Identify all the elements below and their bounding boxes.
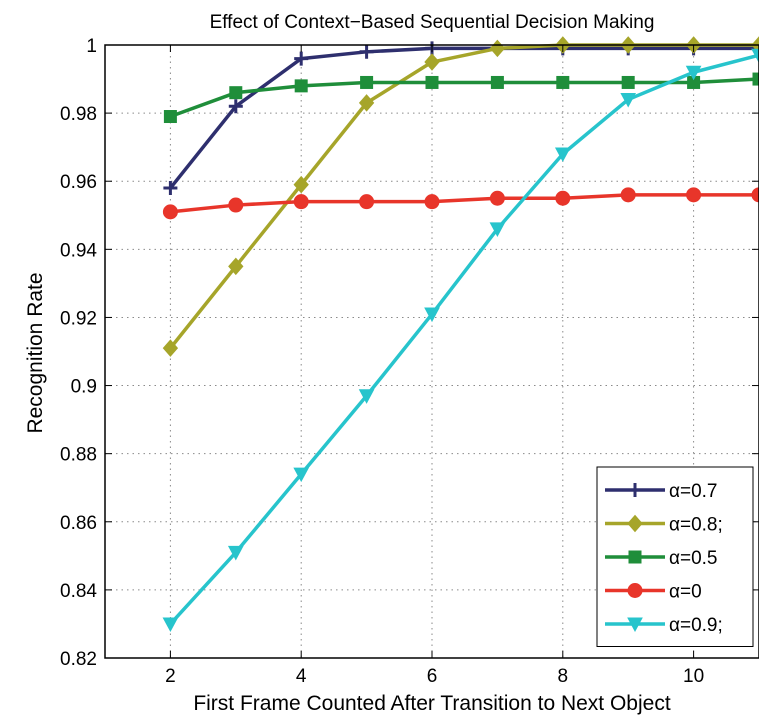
chart-title: Effect of Context−Based Sequential Decis… — [210, 12, 655, 33]
series-line — [169, 77, 759, 119]
data-point — [627, 583, 643, 598]
data-point — [162, 617, 179, 632]
x-tick-label: 10 — [683, 666, 704, 687]
legend: α=0.7 α=0.8; α=0.5 α=0 α=0.9; — [596, 466, 754, 647]
data-point — [686, 187, 702, 203]
data-point — [359, 44, 374, 59]
data-point — [360, 75, 374, 89]
series-4 — [162, 48, 759, 632]
y-tick-label: 0.98 — [60, 104, 97, 125]
y-axis-label: Recognition Rate — [24, 272, 47, 433]
data-point — [163, 181, 178, 196]
data-point — [424, 194, 440, 210]
series-3 — [162, 187, 759, 220]
x-tick-label: 8 — [558, 666, 569, 687]
data-point — [554, 147, 571, 163]
y-tick-label: 0.86 — [60, 513, 97, 534]
y-tick-label: 0.88 — [60, 445, 97, 466]
data-point — [294, 79, 308, 93]
legend-item-4: α=0.9; — [605, 615, 723, 636]
legend-label: α=0.8; — [669, 515, 723, 536]
y-axis-ticks: 0.82 0.84 0.86 0.88 0.9 0.92 0.94 0.96 0.98 1 — [60, 36, 759, 670]
data-point — [751, 48, 759, 64]
series-line — [169, 46, 759, 190]
data-point — [293, 175, 309, 194]
data-point — [293, 467, 310, 483]
y-tick-label: 0.96 — [60, 172, 97, 193]
data-point — [627, 617, 643, 633]
data-point — [294, 51, 309, 66]
data-point — [228, 99, 243, 114]
y-tick-label: 0.82 — [60, 649, 97, 670]
data-point — [489, 222, 506, 237]
data-point — [425, 75, 439, 89]
data-point — [162, 339, 179, 357]
data-point — [490, 75, 504, 89]
data-point — [556, 75, 570, 89]
data-point — [627, 514, 643, 533]
legend-item-3: α=0 — [605, 582, 702, 603]
legend-item-0: α=0.7 — [605, 481, 718, 502]
data-point — [424, 307, 440, 323]
y-tick-label: 0.92 — [60, 308, 97, 329]
data-point — [227, 545, 244, 561]
series-line — [170, 193, 759, 214]
data-point — [628, 550, 642, 564]
x-tick-label: 2 — [165, 666, 176, 687]
x-tick-label: 6 — [427, 666, 438, 687]
legend-label: α=0.7 — [669, 481, 718, 502]
data-point — [752, 72, 759, 86]
data-point — [621, 75, 635, 89]
data-point — [229, 86, 243, 100]
data-point — [685, 65, 702, 81]
data-point — [424, 53, 440, 71]
y-tick-label: 0.84 — [60, 581, 97, 602]
legend-label: α=0.9; — [669, 615, 723, 636]
x-axis-label: First Frame Counted After Transition to … — [193, 692, 671, 715]
y-tick-label: 0.9 — [71, 377, 97, 398]
data-point — [489, 190, 505, 206]
data-point — [751, 187, 759, 203]
series-2 — [163, 72, 759, 124]
data-point — [293, 194, 309, 210]
series-line — [169, 53, 759, 626]
data-point — [228, 257, 244, 276]
data-point — [162, 204, 178, 220]
legend-label: α=0 — [669, 582, 702, 603]
data-point — [620, 187, 636, 203]
data-point — [359, 194, 375, 210]
data-point — [358, 94, 375, 112]
data-point — [228, 197, 244, 213]
legend-item-2: α=0.5 — [605, 548, 718, 569]
x-axis-ticks: 2 4 6 8 10 — [165, 45, 704, 687]
legend-item-1: α=0.8; — [605, 515, 723, 536]
legend-label: α=0.5 — [669, 548, 718, 569]
y-tick-label: 1 — [86, 36, 97, 57]
data-point — [358, 389, 375, 404]
data-point — [628, 483, 642, 497]
data-point — [620, 92, 637, 108]
data-point — [163, 110, 177, 124]
data-point — [555, 190, 571, 206]
x-tick-label: 4 — [296, 666, 307, 687]
y-tick-label: 0.94 — [60, 240, 97, 261]
